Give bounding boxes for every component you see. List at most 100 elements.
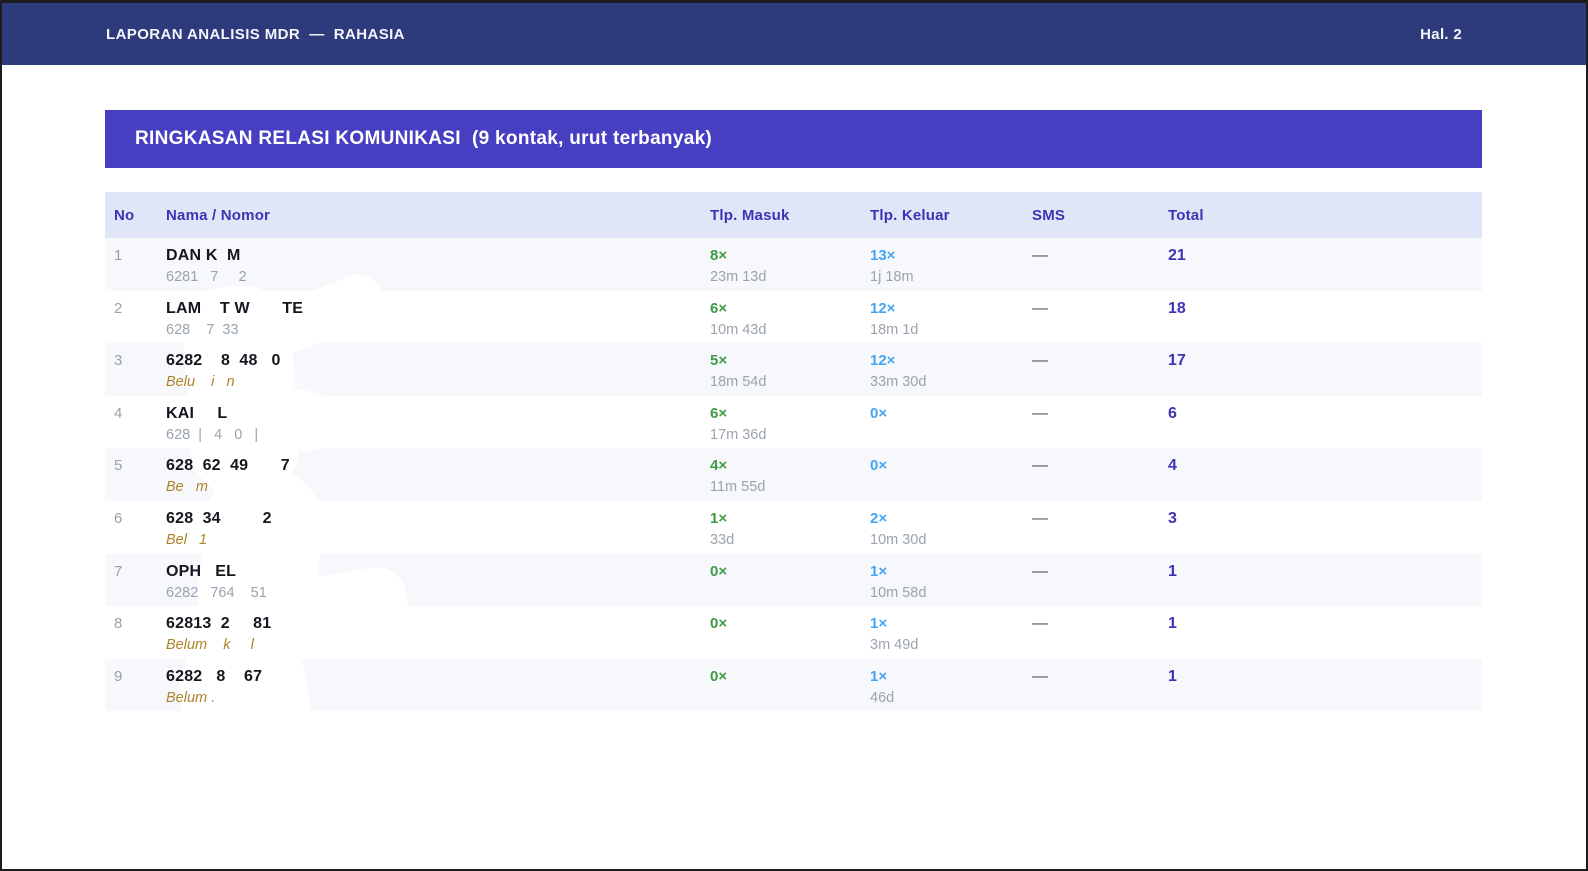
incoming-calls-cell: 0× — [710, 613, 870, 659]
incoming-calls-cell: 4× 11m 55d — [710, 455, 870, 501]
incoming-duration: 10m 43d — [710, 321, 767, 338]
table-row: 3 6282 8 48 0 Belu i n 5× 18m 54d 12× 33… — [105, 343, 1482, 396]
row-number: 9 — [114, 667, 123, 685]
outgoing-duration: 10m 58d — [870, 584, 927, 601]
outgoing-calls-cell: 13× 1j 18m — [870, 245, 1032, 291]
page-number-label: Hal. 2 — [1420, 25, 1462, 43]
contact-name: 62813 2 81 — [166, 615, 272, 633]
incoming-count: 0× — [710, 615, 728, 633]
total-cell: 3 — [1168, 509, 1177, 527]
zebra-stripes — [105, 238, 1482, 712]
outgoing-calls-cell: 12× 18m 1d — [870, 298, 1032, 344]
outgoing-calls-cell: 1× 46d — [870, 666, 1032, 712]
incoming-duration: 18m 54d — [710, 374, 767, 391]
incoming-count: 0× — [710, 667, 728, 685]
table-body: 1 DAN K M 6281 7 2 8× 23m 13d 13× 1j 18m… — [105, 238, 1482, 786]
contact-cell: KAI L 628 | 4 0 | — [166, 403, 710, 449]
report-title: LAPORAN ANALISIS MDR — RAHASIA — [106, 25, 405, 43]
outgoing-duration: 1j 18m — [870, 269, 914, 285]
outgoing-count: 2× — [870, 509, 888, 527]
total-cell: 6 — [1168, 404, 1177, 422]
contact-cell: 628 62 49 7 Be m — [166, 455, 710, 501]
sms-cell: — — [1032, 404, 1048, 422]
col-header-tlp-keluar: Tlp. Keluar — [870, 206, 950, 224]
col-header-nama-nomor: Nama / Nomor — [166, 206, 271, 224]
table-header-row: No Nama / Nomor Tlp. Masuk Tlp. Keluar S… — [105, 192, 1482, 238]
contact-name: 628 34 2 — [166, 509, 272, 527]
incoming-count: 1× — [710, 509, 728, 527]
incoming-calls-cell: 0× — [710, 561, 870, 607]
total-cell: 21 — [1168, 247, 1186, 264]
col-header-no: No — [114, 206, 135, 224]
contact-cell: OPH EL 6282 764 51 — [166, 561, 710, 607]
sms-cell: — — [1032, 509, 1048, 527]
incoming-count: 6× — [710, 404, 728, 422]
table-row: 5 628 62 49 7 Be m 4× 11m 55d 0× — 4 — [105, 448, 1482, 501]
incoming-duration: 23m 13d — [710, 269, 767, 285]
outgoing-calls-cell: 0× — [870, 403, 1032, 449]
contact-subtext: Bel 1 — [166, 531, 208, 548]
outgoing-calls-cell: 1× 10m 58d — [870, 561, 1032, 607]
contact-name: OPH EL — [166, 562, 237, 580]
table-row: 1 DAN K M 6281 7 2 8× 23m 13d 13× 1j 18m… — [105, 238, 1482, 291]
total-cell: 1 — [1168, 615, 1177, 633]
section-banner: RINGKASAN RELASI KOMUNIKASI (9 kontak, u… — [105, 110, 1482, 168]
table-row: 6 628 34 2 Bel 1 1× 33d 2× 10m 30d — 3 — [105, 501, 1482, 554]
table-row: 9 6282 8 67 Belum . 0× 1× 46d — 1 — [105, 659, 1482, 712]
row-number: 8 — [114, 615, 123, 633]
report-page: LAPORAN ANALISIS MDR — RAHASIA Hal. 2 RI… — [2, 3, 1586, 869]
outgoing-count: 0× — [870, 404, 888, 422]
sms-cell: — — [1032, 352, 1048, 370]
incoming-count: 8× — [710, 247, 728, 264]
contact-cell: 6282 8 67 Belum . — [166, 666, 710, 712]
row-number: 2 — [114, 299, 123, 317]
col-header-total: Total — [1168, 206, 1204, 224]
outgoing-count: 12× — [870, 352, 896, 370]
outgoing-calls-cell: 12× 33m 30d — [870, 350, 1032, 396]
outgoing-duration: 3m 49d — [870, 637, 919, 654]
outgoing-count: 1× — [870, 562, 888, 580]
contact-subtext: Belum k l — [166, 637, 254, 654]
table-row: 8 62813 2 81 Belum k l 0× 1× 3m 49d — 1 — [105, 606, 1482, 659]
sms-cell: — — [1032, 247, 1048, 264]
contact-name: 6282 8 48 0 — [166, 352, 281, 370]
incoming-calls-cell: 5× 18m 54d — [710, 350, 870, 396]
incoming-count: 6× — [710, 299, 728, 317]
incoming-calls-cell: 6× 17m 36d — [710, 403, 870, 449]
outgoing-count: 12× — [870, 299, 896, 317]
outgoing-calls-cell: 2× 10m 30d — [870, 508, 1032, 554]
contact-cell: 62813 2 81 Belum k l — [166, 613, 710, 659]
sms-cell: — — [1032, 457, 1048, 475]
outgoing-duration: 46d — [870, 689, 895, 706]
row-number: 6 — [114, 509, 123, 527]
table-row: 2 LAM T W TE 628 7 33 6× 10m 43d 12× 18m… — [105, 291, 1482, 344]
total-cell: 17 — [1168, 352, 1186, 370]
contact-name: DAN K M — [166, 247, 241, 264]
section-title: RINGKASAN RELASI KOMUNIKASI (9 kontak, u… — [135, 128, 713, 149]
contact-name: 628 62 49 7 — [166, 457, 290, 475]
row-number: 4 — [114, 404, 123, 422]
contact-subtext: 6282 764 51 — [166, 584, 267, 601]
total-cell: 18 — [1168, 299, 1186, 317]
outgoing-duration: 33m 30d — [870, 374, 927, 391]
contact-cell: 628 34 2 Bel 1 — [166, 508, 710, 554]
col-header-tlp-masuk: Tlp. Masuk — [710, 206, 790, 224]
contact-cell: 6282 8 48 0 Belu i n — [166, 350, 710, 396]
sms-cell: — — [1032, 299, 1048, 317]
zebra-stripe — [105, 448, 1482, 501]
contact-subtext: Belu i n — [166, 374, 235, 391]
outgoing-duration: 18m 1d — [870, 321, 919, 338]
contact-name: 6282 8 67 — [166, 667, 263, 685]
contact-name: LAM T W TE — [166, 299, 304, 317]
zebra-stripe — [105, 658, 1482, 712]
sms-cell: — — [1032, 667, 1048, 685]
incoming-calls-cell: 6× 10m 43d — [710, 298, 870, 344]
row-number: 7 — [114, 562, 123, 580]
incoming-calls-cell: 0× — [710, 666, 870, 712]
row-number: 3 — [114, 352, 123, 370]
outgoing-count: 0× — [870, 457, 888, 475]
outgoing-count: 13× — [870, 247, 896, 264]
contact-name: KAI L — [166, 404, 228, 422]
contact-subtext: Belum . — [166, 689, 216, 706]
outgoing-duration: 10m 30d — [870, 531, 927, 548]
